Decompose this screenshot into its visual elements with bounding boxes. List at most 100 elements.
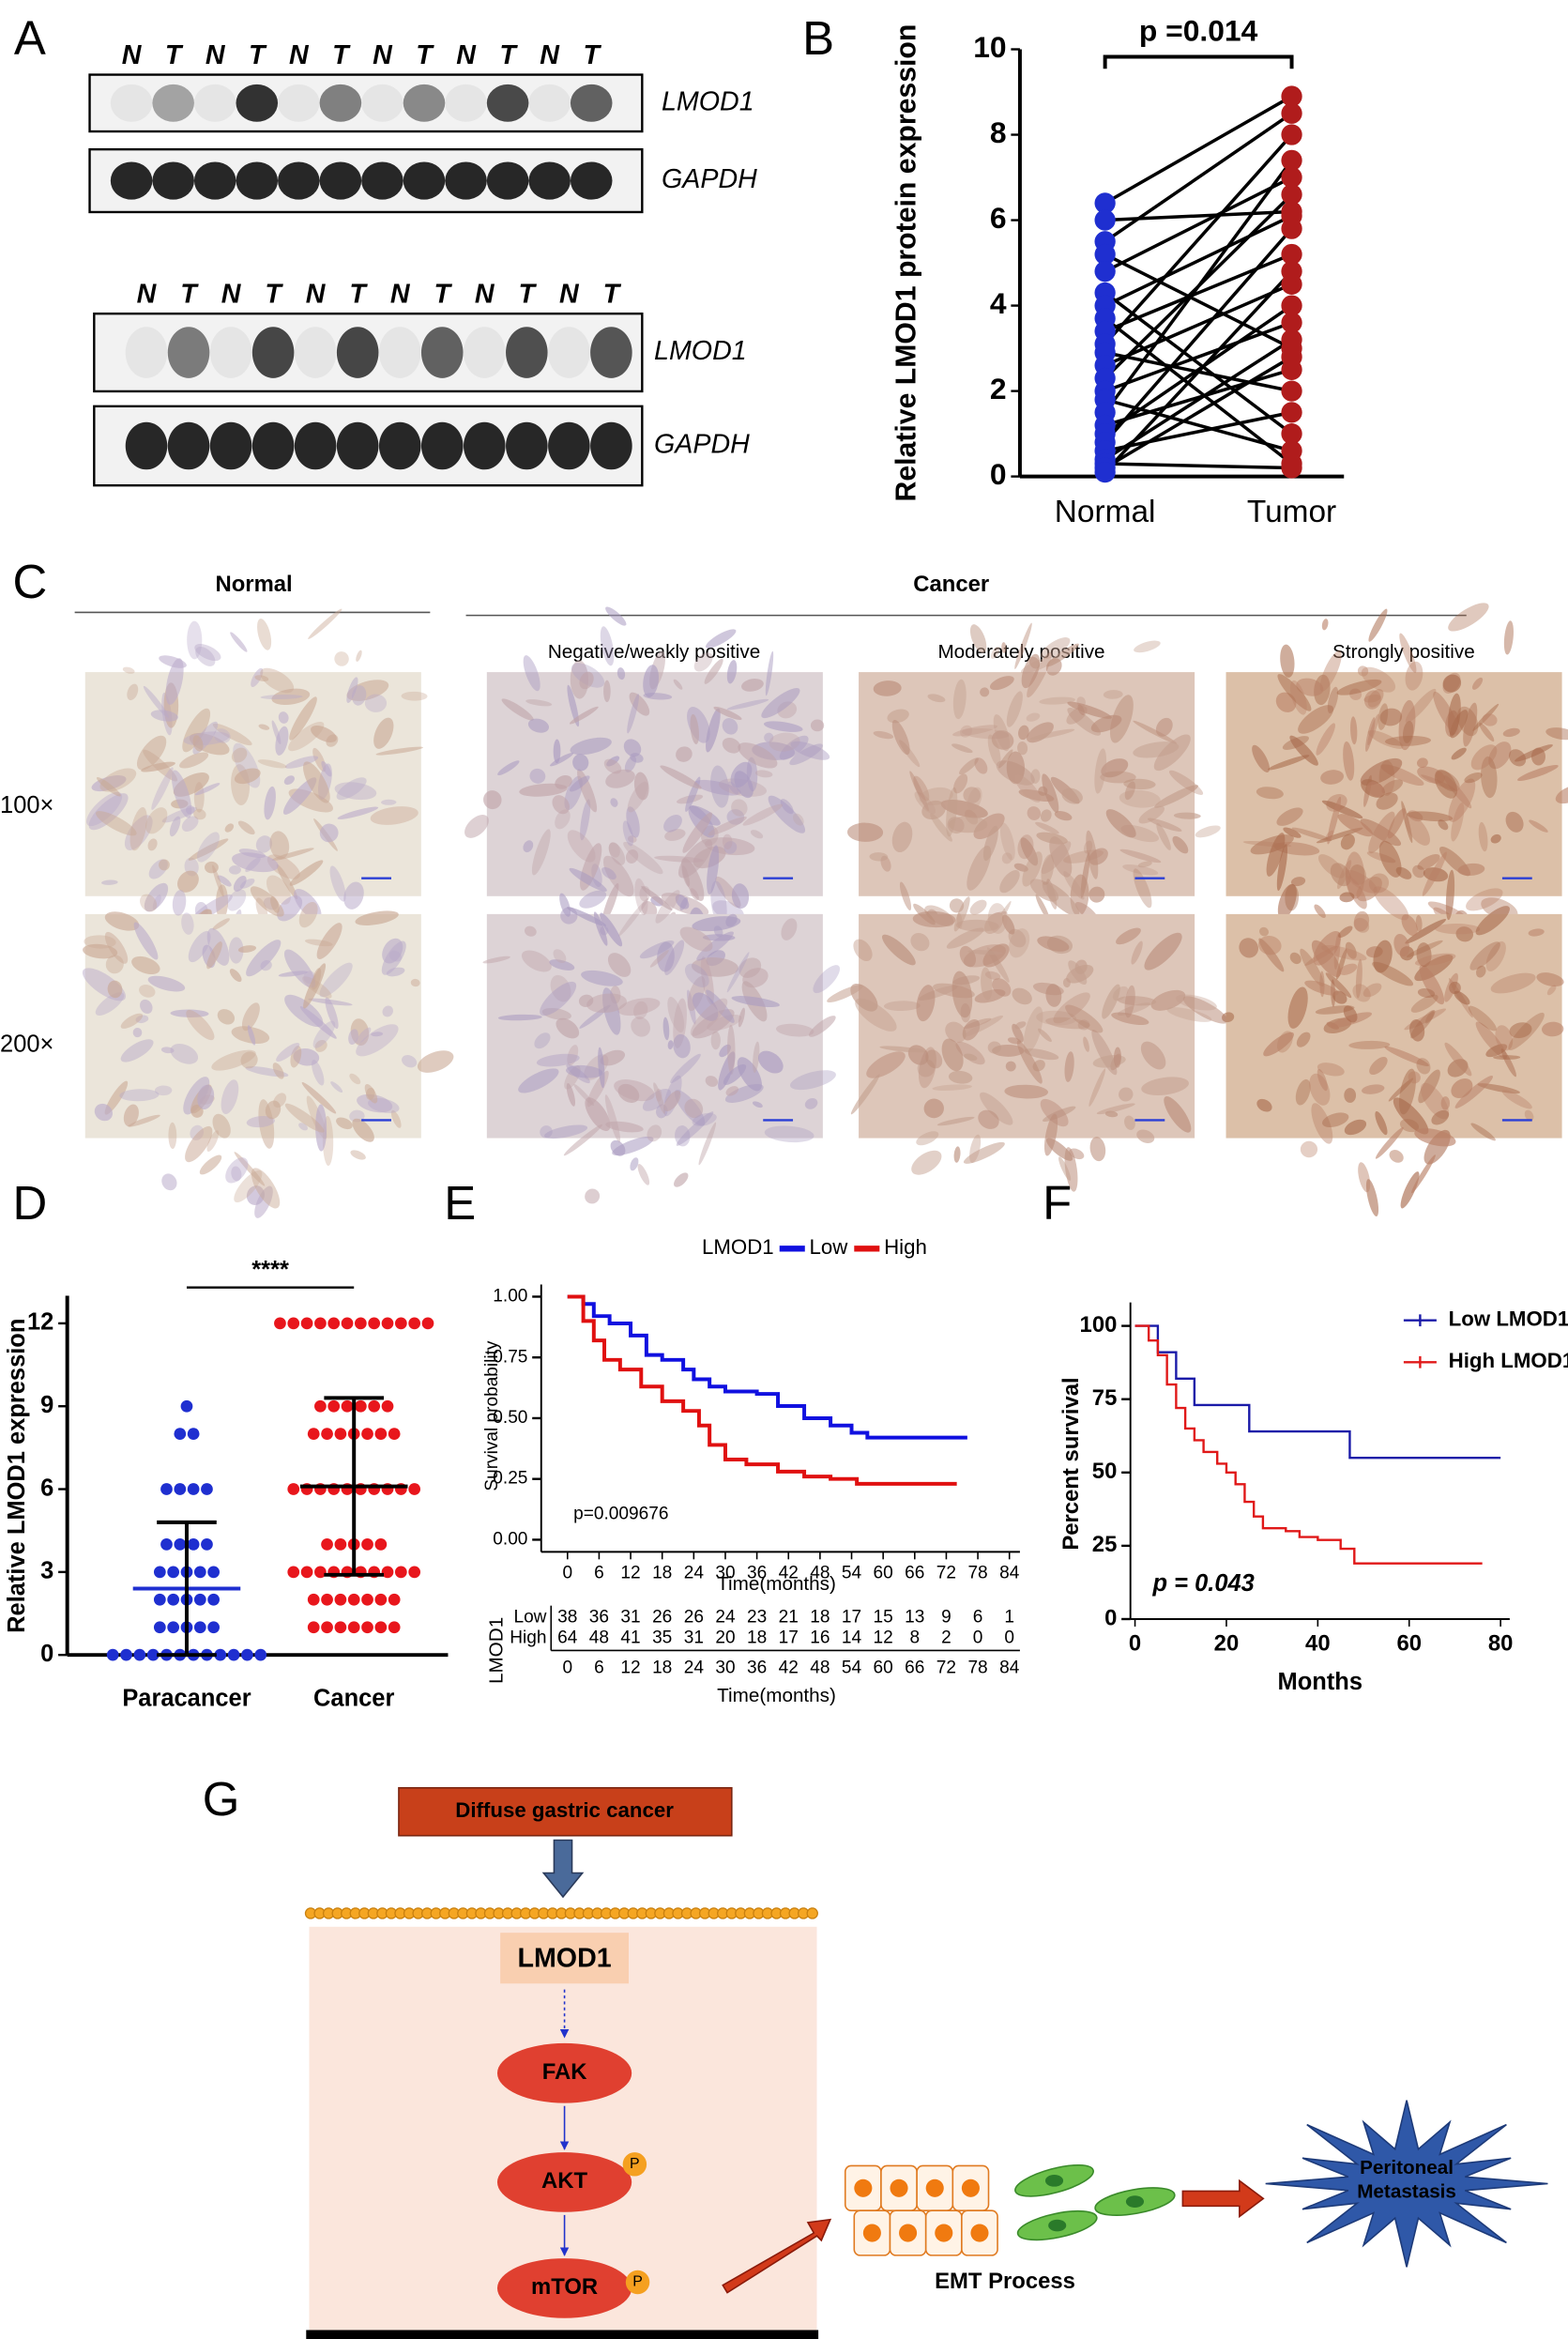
data-point bbox=[334, 1593, 347, 1606]
tissue-texture bbox=[945, 1021, 967, 1043]
tissue-texture bbox=[921, 800, 946, 820]
panel-letter: G bbox=[203, 1772, 240, 1826]
data-point bbox=[314, 1566, 327, 1579]
tissue-texture bbox=[1530, 747, 1545, 766]
tissue-texture bbox=[586, 993, 628, 1014]
x-tick-label: 12 bbox=[620, 1564, 640, 1583]
tissue-texture bbox=[1363, 690, 1381, 710]
tissue-texture bbox=[674, 1172, 689, 1187]
tissue-texture bbox=[288, 721, 325, 752]
tissue-texture bbox=[1164, 1096, 1192, 1133]
tissue-texture bbox=[1018, 725, 1029, 741]
tissue-texture bbox=[271, 848, 314, 861]
tissue-texture bbox=[1361, 666, 1396, 693]
tissue-texture bbox=[234, 768, 261, 785]
tissue-texture bbox=[529, 768, 546, 784]
tissue-texture bbox=[578, 994, 594, 1007]
tissue-texture bbox=[1399, 1119, 1420, 1133]
tissue-texture bbox=[1045, 658, 1062, 676]
tissue-texture bbox=[1340, 833, 1355, 850]
tissue-texture bbox=[1398, 699, 1416, 751]
tissue-texture bbox=[1416, 942, 1432, 968]
tissue-texture bbox=[1431, 1109, 1450, 1125]
tissue-texture bbox=[1384, 735, 1432, 746]
tissue-texture bbox=[1381, 779, 1404, 794]
tissue-texture bbox=[982, 943, 1010, 968]
tissue-texture bbox=[1182, 996, 1228, 1024]
tissue-texture bbox=[980, 687, 990, 697]
panel-letter: A bbox=[14, 11, 46, 65]
risk-time-label: 66 bbox=[905, 1659, 924, 1678]
x-tick-label: 0 bbox=[1129, 1630, 1141, 1656]
risk-count: 26 bbox=[684, 1607, 704, 1627]
tissue-texture bbox=[723, 841, 738, 854]
tissue-texture bbox=[853, 939, 873, 961]
tissue-texture bbox=[192, 735, 204, 752]
tissue-texture bbox=[663, 815, 682, 833]
tissue-texture bbox=[1016, 1040, 1043, 1084]
blot-band bbox=[590, 421, 632, 470]
tissue-texture bbox=[980, 1092, 1013, 1125]
phospho-badge bbox=[622, 2152, 647, 2177]
tissue-texture bbox=[1475, 965, 1486, 978]
pair-line bbox=[1104, 368, 1293, 427]
data-point bbox=[160, 1538, 173, 1551]
tissue-texture bbox=[569, 706, 599, 725]
tissue-texture bbox=[375, 746, 423, 756]
tissue-texture bbox=[705, 1076, 719, 1087]
tissue-texture bbox=[634, 878, 648, 915]
tissue-texture bbox=[1367, 713, 1379, 746]
risk-count: 8 bbox=[909, 1628, 920, 1648]
tissue-texture bbox=[1375, 1110, 1388, 1136]
blot-band bbox=[336, 421, 379, 470]
tissue-texture bbox=[999, 869, 1020, 894]
data-point bbox=[1281, 85, 1302, 107]
tissue-texture bbox=[143, 685, 169, 718]
tissue-texture bbox=[916, 1131, 939, 1146]
x-tick-label: 60 bbox=[1396, 1630, 1422, 1656]
tissue-texture bbox=[917, 1059, 936, 1078]
tissue-texture bbox=[1404, 814, 1430, 846]
tissue-texture bbox=[1298, 705, 1334, 734]
tissue-texture bbox=[710, 1031, 721, 1050]
tissue-texture bbox=[919, 787, 953, 805]
tissue-texture bbox=[631, 1017, 650, 1037]
annotation: **** bbox=[251, 1257, 289, 1283]
data-point bbox=[1094, 261, 1116, 283]
tissue-texture bbox=[1477, 1083, 1520, 1094]
tissue-texture bbox=[371, 1032, 384, 1037]
x-axis-label: Time(months) bbox=[717, 1573, 836, 1595]
tissue-texture bbox=[673, 1033, 691, 1059]
data-point bbox=[214, 1648, 227, 1661]
tissue-texture bbox=[1014, 774, 1042, 803]
tissue-texture bbox=[725, 1086, 738, 1096]
tissue-texture bbox=[606, 756, 620, 767]
x-tick-label: 36 bbox=[747, 1564, 767, 1583]
tissue-texture bbox=[989, 676, 1014, 691]
tissue-texture bbox=[1012, 987, 1032, 1005]
tissue-texture bbox=[417, 1050, 454, 1073]
tissue-texture bbox=[1005, 1061, 1016, 1072]
tissue-texture bbox=[275, 726, 289, 756]
tissue-texture bbox=[540, 981, 577, 1017]
tissue-texture bbox=[294, 889, 322, 920]
tissue-texture bbox=[622, 820, 634, 847]
tissue-texture bbox=[524, 925, 537, 937]
tissue-texture bbox=[1546, 985, 1557, 996]
tissue-texture bbox=[959, 757, 979, 775]
tissue-texture bbox=[600, 912, 623, 947]
tissue-texture bbox=[1083, 1036, 1089, 1052]
data-point bbox=[374, 1621, 388, 1634]
risk-count: 2 bbox=[941, 1628, 951, 1648]
lane-label: T bbox=[583, 40, 601, 70]
lane-label: N bbox=[137, 280, 158, 310]
lane-label: N bbox=[559, 280, 580, 310]
y-tick-label: 6 bbox=[40, 1475, 53, 1501]
tissue-texture bbox=[1001, 914, 1015, 935]
group-heading: Normal bbox=[215, 572, 292, 597]
tissue-texture bbox=[682, 812, 712, 853]
tissue-texture bbox=[171, 770, 192, 818]
tissue-texture bbox=[482, 955, 510, 964]
tissue-texture bbox=[563, 1124, 602, 1156]
y-tick-label: 0 bbox=[990, 457, 1007, 491]
